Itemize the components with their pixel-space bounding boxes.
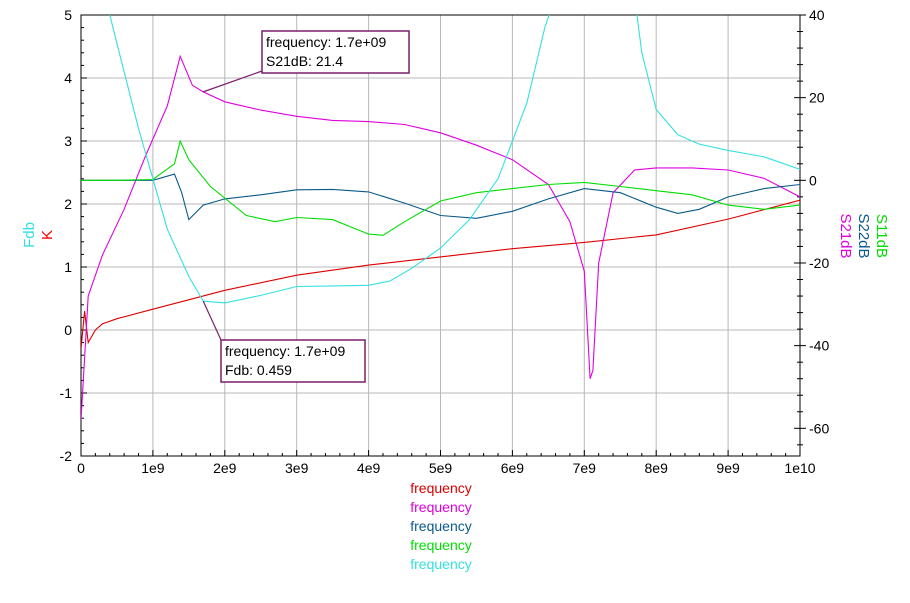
- right-label-s22db: S22dB: [855, 213, 872, 258]
- x-tick-label: 8e9: [645, 460, 669, 476]
- annotation-fdb-line1: frequency: 1.7e+09: [225, 343, 345, 359]
- grid: [81, 15, 800, 456]
- x-tick-label: 2e9: [213, 460, 237, 476]
- x-tick-label: 6e9: [501, 460, 525, 476]
- right-label-s21db: S21dB: [837, 213, 854, 258]
- left-tick-label: 1: [64, 259, 72, 275]
- left-tick-label: 0: [64, 322, 72, 338]
- left-tick-label: -1: [60, 385, 73, 401]
- annotation-s21db-line1: frequency: 1.7e+09: [266, 34, 386, 50]
- left-tick-label: 3: [64, 133, 72, 149]
- right-tick-label: -40: [809, 338, 829, 354]
- right-tick-label: 0: [809, 172, 817, 188]
- right-tick-label: 20: [809, 90, 825, 106]
- series-s21db: [81, 54, 800, 421]
- annotation-fdb-leader: [202, 300, 222, 341]
- right-axis-labels: S11dB S22dB S21dB: [837, 213, 890, 258]
- annotation-fdb: frequency: 1.7e+09 Fdb: 0.459: [202, 300, 366, 383]
- legend-item-s11db: frequency: [410, 537, 472, 553]
- annotation-s21db-line2: S21dB: 21.4: [266, 53, 343, 69]
- x-tick-label: 1e9: [141, 460, 165, 476]
- right-tick-label: 40: [809, 7, 825, 23]
- annotation-s21db-box: [261, 30, 410, 74]
- series-k: [81, 199, 800, 349]
- left-axis-labels: Fdb K: [21, 222, 56, 248]
- right-label-s11db: S11dB: [873, 214, 890, 258]
- left-label-k: K: [39, 230, 56, 240]
- legend-item-s21db: frequency: [410, 499, 472, 515]
- x-tick-label: 4e9: [357, 460, 381, 476]
- annotation-fdb-box: [220, 339, 366, 383]
- left-tick-label: 5: [64, 7, 72, 23]
- right-axis-ticks: -60 -40 -20 0 20 40: [794, 7, 829, 446]
- left-tick-label: -2: [60, 448, 73, 464]
- left-tick-label: 2: [64, 196, 72, 212]
- legend-item-k: frequency: [410, 480, 472, 496]
- x-tick-label: 9e9: [716, 460, 740, 476]
- annotation-s21db: frequency: 1.7e+09 S21dB: 21.4: [203, 30, 410, 93]
- annotation-fdb-line2: Fdb: 0.459: [225, 362, 292, 378]
- right-tick-label: -20: [809, 255, 829, 271]
- x-tick-label: 3e9: [285, 460, 309, 476]
- x-tick-label: 5e9: [429, 460, 453, 476]
- series-layer: [81, 15, 800, 421]
- left-tick-label: 4: [64, 70, 72, 86]
- annotation-s21db-leader: [203, 70, 263, 93]
- legend: frequency frequency frequency frequency …: [0, 479, 882, 574]
- left-label-fdb: Fdb: [21, 222, 38, 248]
- right-tick-label: -60: [809, 420, 829, 436]
- x-tick-label: 7e9: [573, 460, 597, 476]
- x-axis-ticks: 0 1e9 2e9 3e9 4e9 5e9 6e9 7e9 8e9 9e9 1e10: [77, 450, 816, 476]
- series-s22db: [81, 173, 800, 221]
- x-tick-label: 1e10: [784, 460, 815, 476]
- legend-item-fdb: frequency: [410, 556, 472, 572]
- series-fdb: [109, 15, 800, 304]
- left-axis-ticks: -2 -1 0 1 2 3 4 5: [60, 7, 87, 464]
- x-tick-label: 0: [77, 460, 85, 476]
- legend-item-s22db: frequency: [410, 518, 472, 534]
- series-s11db: [81, 139, 800, 236]
